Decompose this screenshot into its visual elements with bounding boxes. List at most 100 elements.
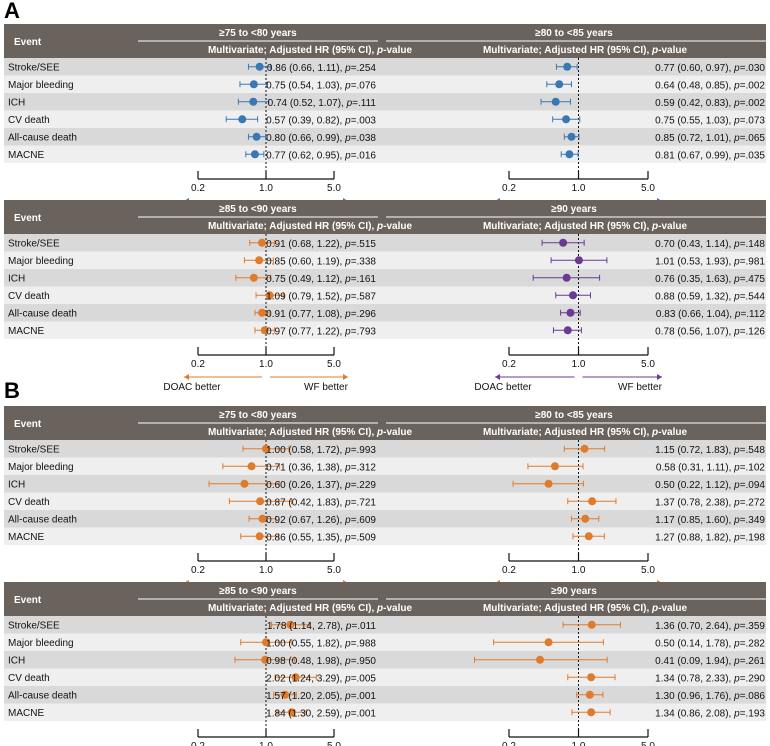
- event-label: CV death: [8, 673, 50, 684]
- left-direction-label: DOAC better: [163, 382, 221, 393]
- forest-plot-a-1: 0.70 (0.43, 1.14), p=.148 1.01 (0.53, 1.9…: [474, 234, 765, 393]
- table-row: [4, 492, 766, 510]
- hr-point: [585, 690, 594, 699]
- hr-value-text: 0.64 (0.48, 0.85), p=.002: [655, 80, 765, 91]
- x-tick-label: 5.0: [641, 183, 655, 194]
- hr-value-text: 1.00 (0.55, 1.82), p=.988: [266, 638, 376, 649]
- hr-point: [566, 308, 575, 317]
- hr-point: [238, 115, 247, 124]
- right-direction-label: WF better: [304, 382, 349, 393]
- event-label: All-cause death: [8, 691, 77, 702]
- table-row: [4, 234, 766, 252]
- hr-value-text: 1.09 (0.79, 1.52), p=.587: [266, 291, 376, 302]
- hr-value-text: 1.30 (0.96, 1.76), p=.086: [655, 691, 765, 702]
- hr-point: [587, 620, 596, 629]
- right-arrow-head: [657, 374, 662, 380]
- age-group-title: ≥80 to <85 years: [535, 28, 613, 39]
- table-row: [4, 616, 766, 634]
- event-label: ICH: [8, 480, 25, 491]
- age-group-title: ≥75 to <80 years: [219, 410, 297, 421]
- hr-value-text: 0.92 (0.67, 1.26), p=.609: [266, 515, 376, 526]
- hr-point: [262, 444, 270, 453]
- hr-point: [255, 532, 264, 541]
- hr-value-text: 0.50 (0.22, 1.12), p=.094: [655, 480, 765, 491]
- left-arrow-head: [184, 374, 189, 380]
- event-label: All-cause death: [8, 133, 77, 144]
- hr-point: [587, 673, 596, 682]
- table-row: [4, 475, 766, 493]
- hr-value-text: 0.97 (0.77, 1.22), p=.793: [266, 326, 376, 337]
- hr-point: [551, 97, 560, 106]
- event-label: Stroke/SEE: [8, 239, 60, 250]
- event-column-header: Event: [14, 213, 42, 224]
- hr-point: [261, 655, 270, 664]
- x-tick-label: 0.2: [502, 565, 516, 576]
- hr-value-text: 1.84 (1.30, 2.59), p=.001: [266, 708, 376, 719]
- left-arrow-head: [495, 374, 500, 380]
- hr-point: [291, 673, 300, 682]
- age-group-title: ≥85 to <90 years: [219, 586, 297, 597]
- hr-point: [265, 291, 274, 300]
- table-row: [4, 510, 766, 528]
- table-block-4: Event ≥85 to <90 years Multivariate; Adjus…: [4, 582, 766, 746]
- table-row: [4, 440, 766, 458]
- table-row: [4, 668, 766, 686]
- subheader-label: Multivariate; Adjusted HR (95% CI), p-va…: [483, 603, 688, 614]
- hr-value-text: 0.81 (0.67, 0.99), p=.035: [655, 150, 765, 161]
- event-label: MACNE: [8, 326, 44, 337]
- table-row: [4, 686, 766, 704]
- hr-point: [258, 514, 267, 523]
- forest-plot-a-0: 0.91 (0.68, 1.22), p=.515 0.85 (0.60, 1.1…: [163, 234, 376, 393]
- subheader-label: Multivariate; Adjusted HR (95% CI), p-va…: [483, 427, 688, 438]
- hr-point: [252, 132, 261, 141]
- subheader-label: Multivariate; Adjusted HR (95% CI), p-va…: [483, 45, 688, 56]
- hr-point: [262, 638, 270, 647]
- hr-point: [249, 97, 258, 106]
- x-tick-label: 5.0: [327, 359, 341, 370]
- event-label: CV death: [8, 291, 50, 302]
- hr-value-text: 0.85 (0.72, 1.01), p=.065: [655, 133, 765, 144]
- x-tick-label: 1.0: [572, 183, 586, 194]
- x-tick-label: 0.2: [502, 741, 516, 746]
- event-label: MACNE: [8, 708, 44, 719]
- table-row: [4, 304, 766, 322]
- hr-value-text: 0.57 (0.39, 0.82), p=.003: [266, 115, 376, 126]
- table-row: [4, 110, 766, 128]
- forest-plot-b-0: 1.78 (1.14, 2.78), p=.011 1.00 (0.55, 1.8…: [191, 616, 377, 746]
- subheader-label: Multivariate; Adjusted HR (95% CI), p-va…: [483, 221, 688, 232]
- hr-point: [559, 238, 568, 247]
- hr-value-text: 0.75 (0.49, 1.12), p=.161: [266, 274, 376, 285]
- x-tick-label: 0.2: [191, 183, 205, 194]
- hr-value-text: 1.78 (1.14, 2.78), p=.011: [267, 621, 377, 632]
- age-group-title: ≥85 to <90 years: [219, 204, 297, 215]
- x-tick-label: 5.0: [641, 359, 655, 370]
- table-row: [4, 286, 766, 304]
- hr-value-text: 0.91 (0.77, 1.08), p=.296: [266, 309, 376, 320]
- event-label: Stroke/SEE: [8, 445, 60, 456]
- hr-point: [562, 115, 571, 124]
- hr-point: [568, 291, 577, 300]
- event-label: ICH: [8, 274, 25, 285]
- forest-plot-a-1: 0.77 (0.60, 0.97), p=.030 0.64 (0.48, 0.8…: [474, 58, 765, 217]
- event-column-header: Event: [14, 37, 42, 48]
- event-label: Stroke/SEE: [8, 63, 60, 74]
- hr-point: [565, 150, 574, 159]
- x-tick-label: 1.0: [259, 359, 273, 370]
- hr-value-text: 1.17 (0.85, 1.60), p=.349: [655, 515, 765, 526]
- table-row: [4, 145, 766, 163]
- hr-value-text: 0.74 (0.52, 1.07), p=.111: [268, 98, 377, 109]
- hr-point: [581, 514, 590, 523]
- x-tick-label: 1.0: [259, 565, 273, 576]
- hr-point: [260, 326, 269, 335]
- hr-value-text: 0.71 (0.36, 1.38), p=.312: [266, 462, 376, 473]
- hr-point: [544, 638, 553, 647]
- hr-value-text: 0.85 (0.60, 1.19), p=.338: [266, 256, 376, 267]
- hr-point: [281, 690, 290, 699]
- event-label: MACNE: [8, 532, 44, 543]
- hr-value-text: 0.78 (0.56, 1.07), p=.126: [655, 326, 765, 337]
- x-tick-label: 1.0: [572, 565, 586, 576]
- right-arrow-head: [343, 374, 348, 380]
- hr-value-text: 0.87 (0.42, 1.83), p=.721: [266, 497, 376, 508]
- event-column-header: Event: [14, 419, 42, 430]
